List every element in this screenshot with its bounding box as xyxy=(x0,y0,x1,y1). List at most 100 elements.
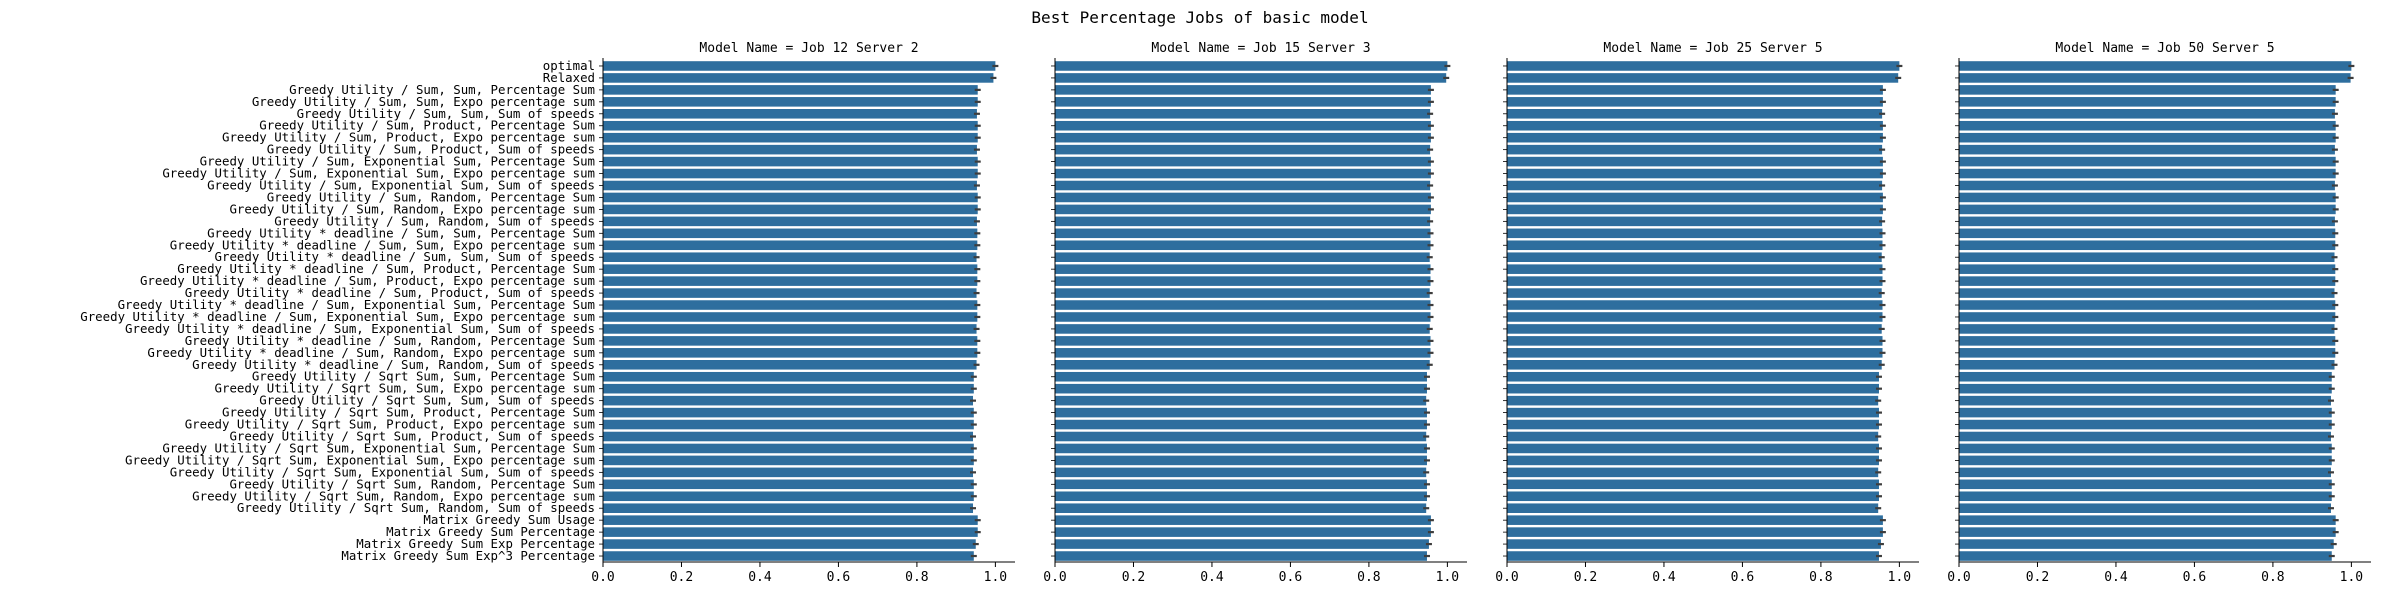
bar xyxy=(1055,204,1431,215)
bar xyxy=(603,383,974,394)
bar xyxy=(1959,192,2336,203)
x-tick-label: 0.2 xyxy=(1122,570,1145,585)
bar xyxy=(1055,336,1431,346)
x-tick-label: 0.0 xyxy=(591,570,614,585)
bar xyxy=(603,109,977,119)
bar xyxy=(1959,360,2335,370)
category-label: Greedy Utility / Sqrt Sum, Random, Perce… xyxy=(229,476,595,491)
category-label: Matrix Greedy Sum Exp^3 Percentage xyxy=(341,548,595,563)
bar xyxy=(1959,120,2336,131)
bar xyxy=(1055,455,1427,466)
bar xyxy=(603,156,978,167)
bar xyxy=(1507,264,1883,274)
bar xyxy=(1055,109,1431,119)
bar xyxy=(1055,371,1427,382)
bar xyxy=(1959,97,2336,107)
bar xyxy=(1959,395,2331,406)
x-tick-label: 0.8 xyxy=(905,570,928,585)
category-label: Greedy Utility * deadline / Sum, Product… xyxy=(140,273,595,288)
bar xyxy=(603,312,978,322)
category-label: Greedy Utility * deadline / Sum, Random,… xyxy=(185,333,595,348)
chart-panels: Model Name = Job 12 Server 2 0.0 0.2 0.4 0.6… xyxy=(591,41,2371,585)
x-tick-label: 0.4 xyxy=(748,570,772,585)
bar xyxy=(1507,120,1883,131)
bar xyxy=(603,491,974,502)
bar xyxy=(1055,132,1431,143)
bar xyxy=(603,551,974,561)
category-label: Greedy Utility * deadline / Sum, Exponen… xyxy=(125,321,595,336)
bar xyxy=(1507,371,1879,382)
bar xyxy=(1959,431,2331,442)
bar xyxy=(1507,168,1883,179)
bar xyxy=(1959,73,2351,83)
category-label: Greedy Utility / Sum, Sum, Expo percenta… xyxy=(252,94,595,109)
bar xyxy=(1055,73,1447,83)
bar xyxy=(1959,348,2336,358)
bar xyxy=(1055,515,1431,525)
bar xyxy=(1055,252,1430,262)
bar xyxy=(603,336,978,346)
bar xyxy=(1507,383,1879,394)
bar xyxy=(1959,180,2335,191)
category-label: Greedy Utility / Sqrt Sum, Sum, Sum of s… xyxy=(259,393,595,408)
x-tick-label: 0.0 xyxy=(1043,570,1066,585)
category-label: Greedy Utility / Sum, Random, Percentage… xyxy=(267,189,595,204)
panel: Model Name = Job 12 Server 2 0.0 0.2 0.4 0.6… xyxy=(591,41,1015,585)
bar xyxy=(603,300,978,310)
category-label: Greedy Utility * deadline / Sum, Product… xyxy=(177,261,595,276)
bar xyxy=(1959,455,2332,466)
category-label: Greedy Utility / Sum, Product, Percentag… xyxy=(259,118,595,133)
x-tick-label: 0.8 xyxy=(1357,570,1380,585)
bar xyxy=(1959,539,2334,549)
category-label: Greedy Utility / Sqrt Sum, Sum, Percenta… xyxy=(252,369,595,384)
bar xyxy=(603,228,978,239)
bar xyxy=(1959,216,2335,227)
bar xyxy=(1959,371,2332,382)
category-label: Greedy Utility / Sum, Random, Sum of spe… xyxy=(274,213,595,228)
bar xyxy=(603,515,978,525)
bar xyxy=(603,503,974,513)
bar xyxy=(603,407,974,418)
bar xyxy=(1959,407,2332,418)
bar xyxy=(1055,156,1431,167)
bar xyxy=(1055,312,1431,322)
bar xyxy=(1507,539,1881,549)
bar xyxy=(603,192,978,203)
bar xyxy=(1507,348,1883,358)
bar xyxy=(1507,419,1879,430)
bar xyxy=(1507,228,1883,239)
x-tick-label: 0.6 xyxy=(1279,570,1302,585)
panel-title: Model Name = Job 50 Server 5 xyxy=(2055,41,2274,56)
bar xyxy=(1055,216,1431,227)
bar xyxy=(1055,407,1427,418)
bar xyxy=(1055,539,1429,549)
category-label: Greedy Utility / Sum, Sum, Percentage Su… xyxy=(289,82,595,97)
category-label: Greedy Utility / Sum, Sum, Sum of speeds xyxy=(297,106,595,121)
bar xyxy=(1507,312,1883,322)
bar xyxy=(1507,109,1883,119)
category-label: Greedy Utility / Sum, Exponential Sum, P… xyxy=(200,154,595,169)
category-label: Greedy Utility / Sum, Exponential Sum, E… xyxy=(162,166,595,181)
bar xyxy=(1055,551,1427,561)
bar xyxy=(1055,443,1427,454)
bar xyxy=(1959,419,2332,430)
bar xyxy=(603,168,978,179)
bar xyxy=(1959,109,2335,119)
x-tick-label: 0.4 xyxy=(2104,570,2128,585)
bar xyxy=(1055,491,1427,502)
bar xyxy=(1507,192,1883,203)
bar xyxy=(1055,324,1430,334)
bar xyxy=(1055,395,1427,406)
bar xyxy=(1507,132,1883,143)
category-label: Greedy Utility * deadline / Sum, Sum, Ex… xyxy=(170,237,595,252)
bar xyxy=(1055,467,1427,478)
bar xyxy=(1959,85,2336,95)
bar xyxy=(1507,204,1883,215)
x-tick-label: 0.2 xyxy=(670,570,693,585)
bar xyxy=(1959,383,2332,394)
bar xyxy=(603,73,994,83)
bar xyxy=(603,252,977,262)
x-tick-label: 0.2 xyxy=(1574,570,1597,585)
x-tick-label: 0.6 xyxy=(1731,570,1754,585)
bar xyxy=(1507,73,1899,83)
